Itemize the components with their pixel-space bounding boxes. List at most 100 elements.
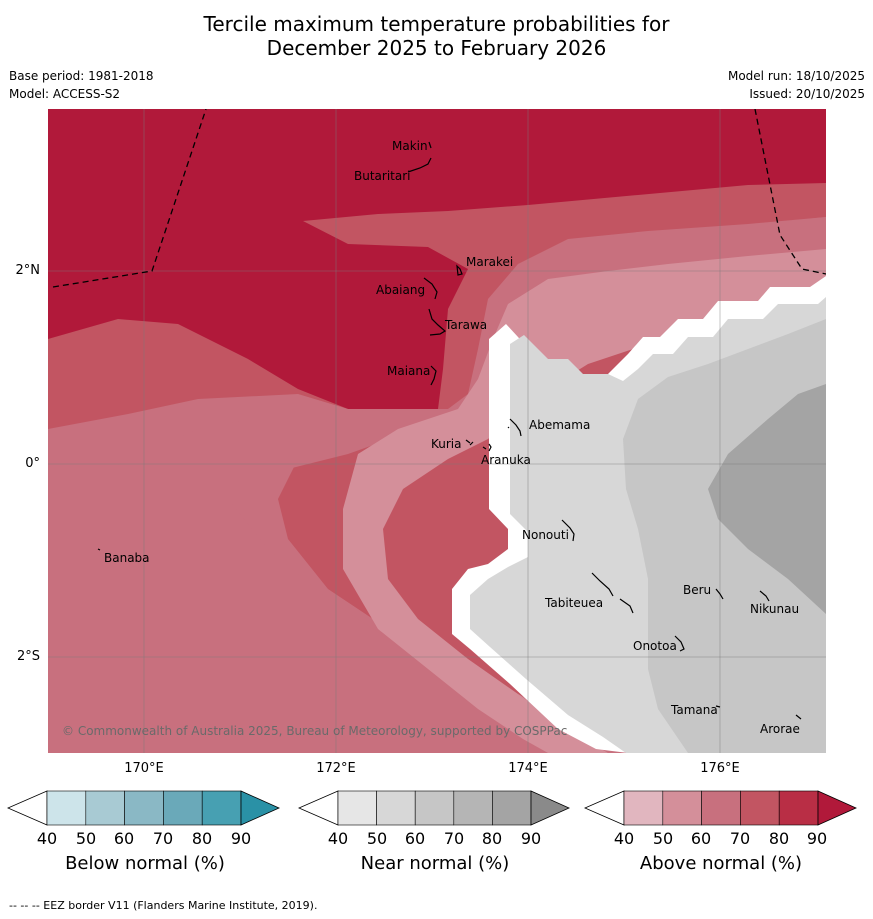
meta-left: Base period: 1981-2018 Model: ACCESS-S2 [9,67,154,103]
place-marakei: Marakei [466,255,514,269]
near-swatch-1 [337,790,377,826]
above-arrow-high [817,790,857,826]
below-arrow-high [240,790,280,826]
eez-footnote: -- -- -- EEZ border V11 (Flanders Marine… [9,899,318,912]
island-makin [428,141,432,149]
island-nonouti [561,519,575,542]
near-arrow-low [297,790,339,826]
place-onotoa: Onotoa [633,639,677,653]
island-maiana [430,365,437,386]
island-tamana [715,705,721,708]
model-name: Model: ACCESS-S2 [9,87,121,101]
lat-label-0: 0° [25,456,40,471]
place-beru: Beru [683,583,712,597]
above-tick-70: 70 [729,829,751,848]
below-tick-80: 80 [191,829,213,848]
island-abemama [507,418,522,437]
issued-date: Issued: 20/10/2025 [749,87,865,101]
lon-label-176e: 176°E [700,761,740,776]
island-onotoa [674,635,685,652]
above-tick-50: 50 [652,829,674,848]
map-svg [48,109,826,753]
zone-above-90 [48,109,826,409]
place-aranuka: Aranuka [481,453,531,467]
place-abemama: Abemama [529,418,591,432]
above-tick-80: 80 [768,829,790,848]
above-swatch-1 [623,790,664,826]
zone-above-60-70 [48,217,826,753]
above-arrow-low [583,790,625,826]
chart-title-line1: Tercile maximum temperature probabilitie… [203,12,670,36]
above-swatch-5 [778,790,819,826]
place-tamana: Tamana [671,703,718,717]
graticule [48,109,826,753]
lon-label-170e: 170°E [124,761,164,776]
island-nikunau [759,590,770,602]
meta-right: Model run: 18/10/2025 Issued: 20/10/2025 [728,67,865,103]
eez-border-east [754,109,826,275]
place-kuria: Kuria [431,437,462,451]
island-butaritari [407,157,432,173]
eez-borders [52,109,826,288]
above-tick-60: 60 [690,829,712,848]
above-tick-40: 40 [613,829,635,848]
below-swatch-2 [85,790,125,826]
place-makin: Makin [392,139,428,153]
island-beru [715,588,724,600]
island-aranuka [482,443,492,452]
place-arorae: Arorae [760,722,800,736]
island-kuria [465,439,474,446]
place-abaiang: Abaiang [376,283,426,297]
model-run: Model run: 18/10/2025 [727,69,865,83]
island-marakei [456,264,463,276]
near-swatch-2 [376,790,416,826]
place-banaba: Banaba [104,551,150,565]
island-tabiteuea [591,572,634,614]
below-swatch-5 [201,790,242,826]
above-tick-90: 90 [806,829,828,848]
below-normal-title: Below normal (%) [65,853,225,874]
above-swatch-2 [662,790,702,826]
below-tick-90: 90 [230,829,252,848]
near-normal-title: Near normal (%) [360,853,510,874]
lon-label-174e: 174°E [508,761,548,776]
islands [97,141,802,720]
island-arorae [795,714,802,720]
place-butaritari: Butaritari [354,169,411,183]
place-tarawa: Tarawa [445,318,488,332]
below-swatch-1 [46,790,87,826]
copyright-notice: © Commonwealth of Australia 2025, Bureau… [62,724,568,738]
lat-label-2s: 2°S [16,649,40,664]
place-maiana: Maiana [387,364,431,378]
above-normal-title: Above normal (%) [639,853,803,874]
near-tick-70: 70 [443,829,465,848]
near-swatch-3 [414,790,455,826]
near-tick-90: 90 [520,829,542,848]
zone-near-60-70 [708,384,826,614]
below-tick-40: 40 [36,829,58,848]
base-period: Base period: 1981-2018 [9,69,154,83]
place-nonouti: Nonouti [522,528,569,542]
below-swatch-4 [163,790,203,826]
above-swatch-3 [701,790,741,826]
lon-label-172e: 172°E [316,761,356,776]
below-tick-60: 60 [113,829,135,848]
above-swatch-4 [740,790,780,826]
near-tick-60: 60 [404,829,426,848]
place-nikunau: Nikunau [750,602,800,616]
island-abaiang [423,277,438,300]
eez-border-west [52,109,207,288]
place-tabiteuea: Tabiteuea [545,596,604,610]
chart-title-line2: December 2025 to February 2026 [266,36,607,60]
near-tick-40: 40 [327,829,349,848]
lat-label-2n: 2°N [15,263,41,278]
island-tarawa [428,308,447,336]
island-banaba [97,548,101,551]
below-tick-70: 70 [152,829,174,848]
near-tick-50: 50 [366,829,388,848]
colorbars [6,790,857,826]
below-swatch-3 [124,790,164,826]
near-tick-80: 80 [481,829,503,848]
below-tick-50: 50 [75,829,97,848]
chart-title: Tercile maximum temperature probabilitie… [0,12,873,60]
